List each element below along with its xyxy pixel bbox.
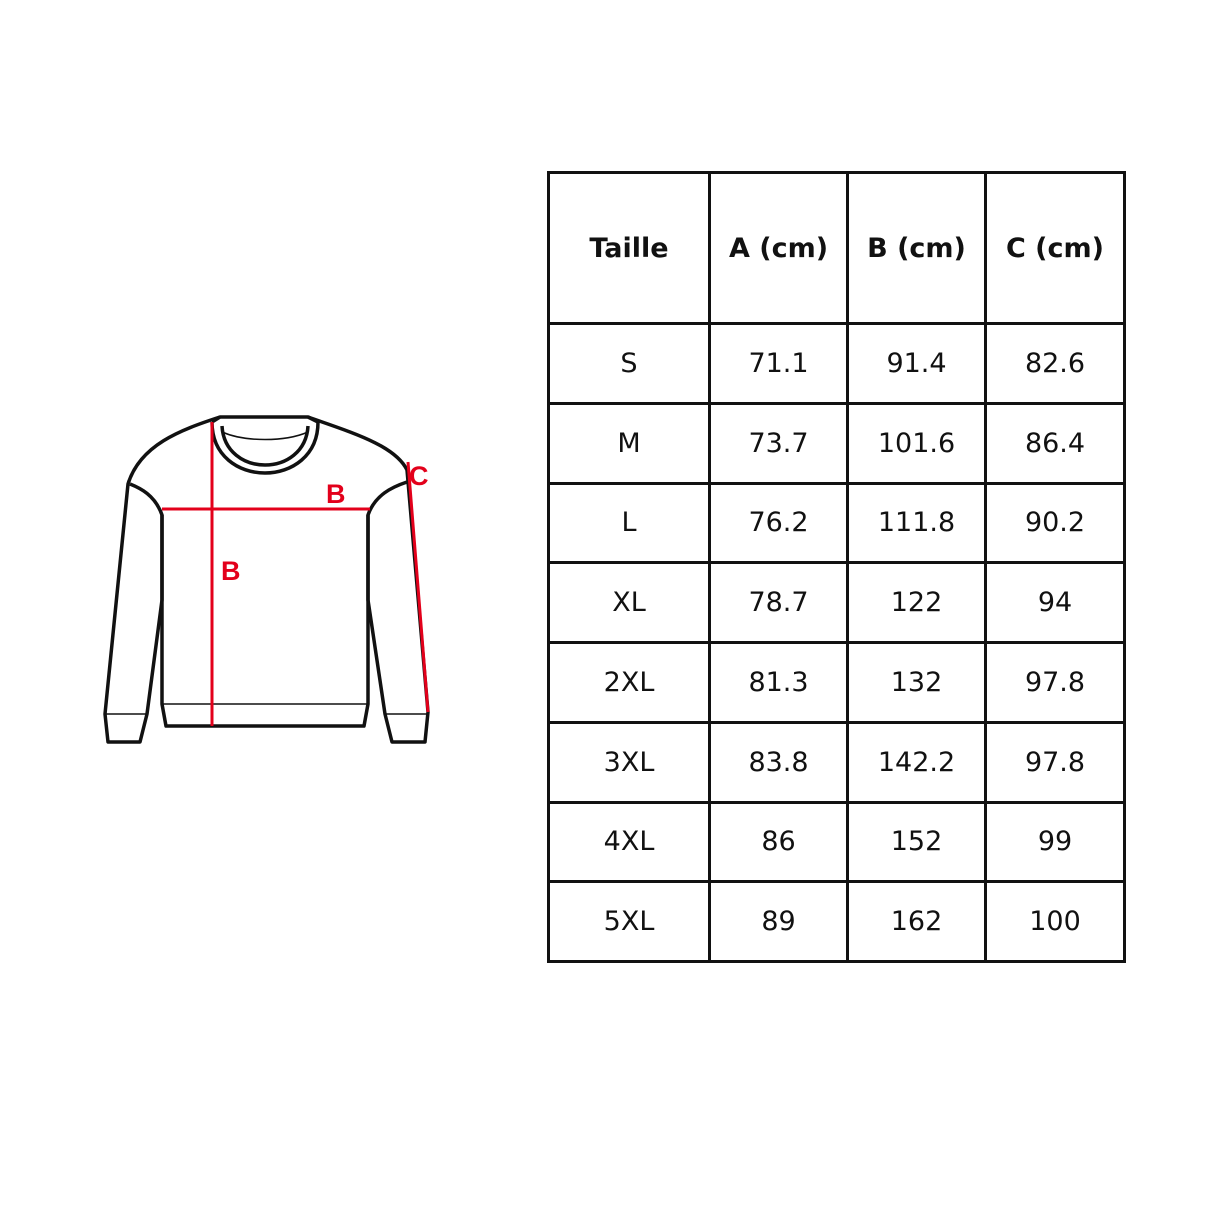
a-cell: 78.7 <box>708 561 849 644</box>
sleeve-label: C <box>409 461 429 491</box>
size-cell: M <box>547 401 711 485</box>
b-cell: 101.6 <box>846 401 987 485</box>
table-header-row: Taille A (cm) B (cm) C (cm) <box>547 171 1126 325</box>
size-cell: 5XL <box>547 880 711 963</box>
b-cell: 152 <box>846 800 987 884</box>
table-row: 3XL 83.8 142.2 97.8 <box>547 720 1126 804</box>
size-cell: 2XL <box>547 641 711 724</box>
sweater-diagram: B B C <box>103 415 430 744</box>
a-cell: 76.2 <box>708 481 849 565</box>
b-cell: 142.2 <box>846 720 987 804</box>
c-cell: 99 <box>984 800 1126 884</box>
header-b: B (cm) <box>846 171 987 325</box>
b-cell: 122 <box>846 561 987 644</box>
header-a: A (cm) <box>708 171 849 325</box>
table-row: L 76.2 111.8 90.2 <box>547 481 1126 565</box>
b-cell: 111.8 <box>846 481 987 565</box>
size-cell: XL <box>547 561 711 644</box>
a-cell: 86 <box>708 800 849 884</box>
c-cell: 86.4 <box>984 401 1126 485</box>
width-label: B <box>326 479 346 509</box>
length-label: B <box>221 556 241 586</box>
c-cell: 90.2 <box>984 481 1126 565</box>
sleeve-line <box>406 461 430 713</box>
a-cell: 89 <box>708 880 849 963</box>
b-cell: 132 <box>846 641 987 724</box>
size-cell: 3XL <box>547 720 711 804</box>
c-cell: 100 <box>984 880 1126 963</box>
size-table: Taille A (cm) B (cm) C (cm) S 71.1 91.4 82.… <box>547 171 1126 963</box>
c-cell: 97.8 <box>984 641 1126 724</box>
sweater-outline <box>103 415 430 744</box>
a-cell: 73.7 <box>708 401 849 485</box>
table-row: XL 78.7 122 94 <box>547 561 1126 644</box>
c-cell: 82.6 <box>984 322 1126 405</box>
size-cell: S <box>547 322 711 405</box>
c-cell: 94 <box>984 561 1126 644</box>
b-cell: 91.4 <box>846 322 987 405</box>
table-row: S 71.1 91.4 82.6 <box>547 322 1126 405</box>
table-row: 2XL 81.3 132 97.8 <box>547 641 1126 724</box>
c-cell: 97.8 <box>984 720 1126 804</box>
a-cell: 81.3 <box>708 641 849 724</box>
table-row: 4XL 86 152 99 <box>547 800 1126 884</box>
a-cell: 71.1 <box>708 322 849 405</box>
size-cell: 4XL <box>547 800 711 884</box>
table-row: 5XL 89 162 100 <box>547 880 1126 963</box>
b-cell: 162 <box>846 880 987 963</box>
header-c: C (cm) <box>984 171 1126 325</box>
header-size: Taille <box>547 171 711 325</box>
measure-lines <box>162 422 430 726</box>
table-row: M 73.7 101.6 86.4 <box>547 401 1126 485</box>
a-cell: 83.8 <box>708 720 849 804</box>
size-cell: L <box>547 481 711 565</box>
